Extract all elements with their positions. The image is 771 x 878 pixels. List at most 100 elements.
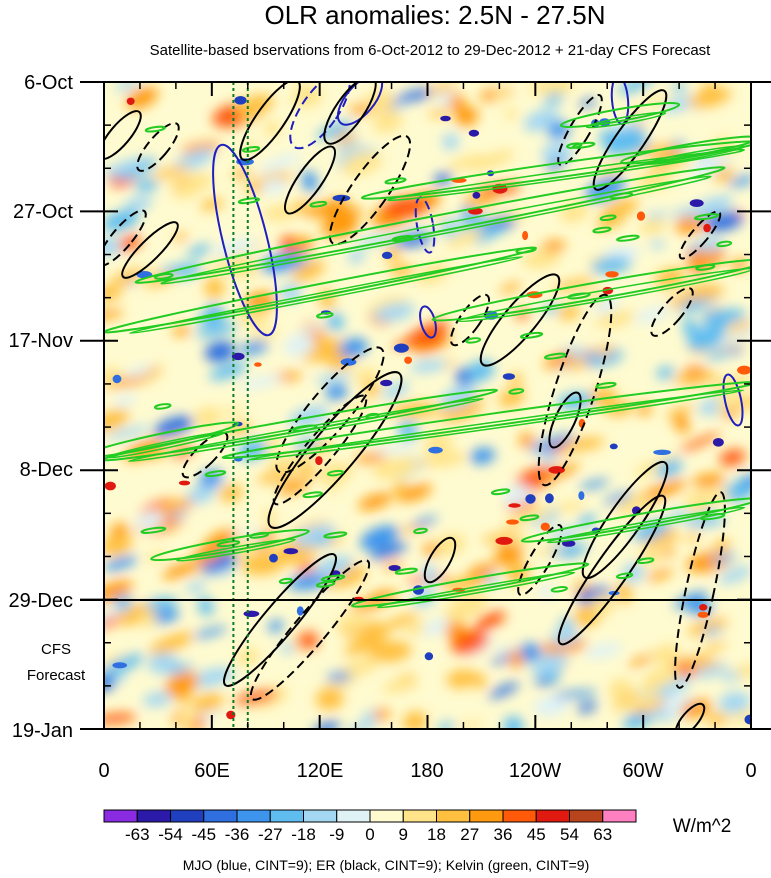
anomaly-blob [177,709,198,728]
anomaly-blob [533,695,569,717]
anomaly-blob [541,142,573,164]
anomaly-blob [104,713,137,724]
anomaly-blob [325,383,348,401]
anomaly-blob [503,716,524,729]
anomaly-core [404,356,412,364]
kelvin-contour [326,469,345,477]
anomaly-core [112,374,122,384]
anomaly-blob [302,170,318,192]
anomaly-core [254,362,262,367]
anomaly-core [525,494,536,504]
anomaly-core [393,343,409,353]
anomaly-blob [448,154,487,170]
anomaly-blob [336,614,369,632]
anomaly-core [495,536,513,545]
anomaly-blob [202,260,232,272]
anomaly-blob [111,674,127,684]
anomaly-blob [697,237,725,252]
anomaly-blob [358,493,393,511]
anomaly-core [468,129,480,137]
anomaly-field [104,82,751,729]
er-contour [136,122,180,172]
anomaly-blob [186,244,212,258]
anomaly-blob [493,88,508,101]
anomaly-blob [327,313,344,331]
anomaly-blob [264,120,281,137]
kelvin-contour [585,111,667,129]
anomaly-blob [184,173,213,193]
anomaly-blob [381,677,419,693]
anomaly-blob [577,702,598,713]
anomaly-core [178,480,191,486]
anomaly-core [636,211,646,221]
colorbar-units: W/m^2 [673,816,732,837]
anomaly-blob [314,373,353,384]
kelvin-contour [550,586,568,593]
anomaly-blob [692,473,725,488]
kelvin-contour [567,292,591,300]
kelvin-contour [413,527,428,535]
anomaly-blob [263,204,299,222]
kelvin-contour [365,412,380,420]
anomaly-blob [688,154,732,178]
anomaly-blob [687,518,728,527]
anomaly-core [548,466,565,474]
colorbar-swatch [502,809,537,823]
anomaly-core [472,191,481,199]
anomaly-blob [104,580,133,603]
anomaly-blob [509,649,523,669]
anomaly-blob [442,133,459,150]
anomaly-blob [371,443,419,454]
er-contour [267,371,403,529]
anomaly-blob [633,306,672,323]
anomaly-blob [350,599,386,611]
anomaly-blob [104,605,131,624]
colorbar-level-label: -54 [158,825,183,844]
y-tick-8-dec: 8-Dec [20,459,73,481]
anomaly-blob [650,643,678,657]
kelvin-contour [247,389,745,461]
anomaly-core [609,443,618,450]
anomaly-blob [411,516,438,528]
anomaly-blob [534,542,563,556]
kelvin-contour [376,571,576,609]
anomaly-blob [421,618,451,636]
anomaly-blob [714,539,731,551]
anomaly-core [744,714,751,725]
kelvin-contour [160,175,712,285]
er-contour [323,82,377,145]
anomaly-blob [364,380,380,397]
anomaly-blob [123,364,154,379]
er-contour [537,293,613,487]
anomaly-blob [705,349,735,361]
chart-title: OLR anomalies: 2.5N - 27.5N [264,0,605,30]
colorbar-level-label: 27 [460,825,479,844]
anomaly-core [605,271,619,278]
anomaly-blob [167,663,193,674]
anomaly-blob [517,643,541,663]
anomaly-blob [519,433,534,448]
colorbar-swatch [402,809,437,823]
colorbar-swatch [170,809,205,823]
colorbar-swatch [436,809,471,823]
anomaly-blob [567,358,587,370]
er-contour [423,536,457,584]
anomaly-blob [232,168,251,179]
er-contour [449,293,491,347]
anomaly-blob [469,447,496,465]
anomaly-blob [198,596,214,616]
kelvin-contour [150,528,310,562]
anomaly-blob [136,510,165,531]
er-contour [678,210,722,260]
axis-ticks [80,81,771,730]
anomaly-blob [105,376,146,389]
kelvin-contour [153,273,174,280]
y-tick-29-dec: 29-Dec [9,590,73,612]
colorbar-level-label: 9 [399,825,408,844]
anomaly-blob [458,721,484,729]
anomaly-blob [603,491,634,505]
x-tick-0-left: 0 [98,760,109,782]
anomaly-blob [451,630,489,654]
anomaly-blob [684,532,701,542]
